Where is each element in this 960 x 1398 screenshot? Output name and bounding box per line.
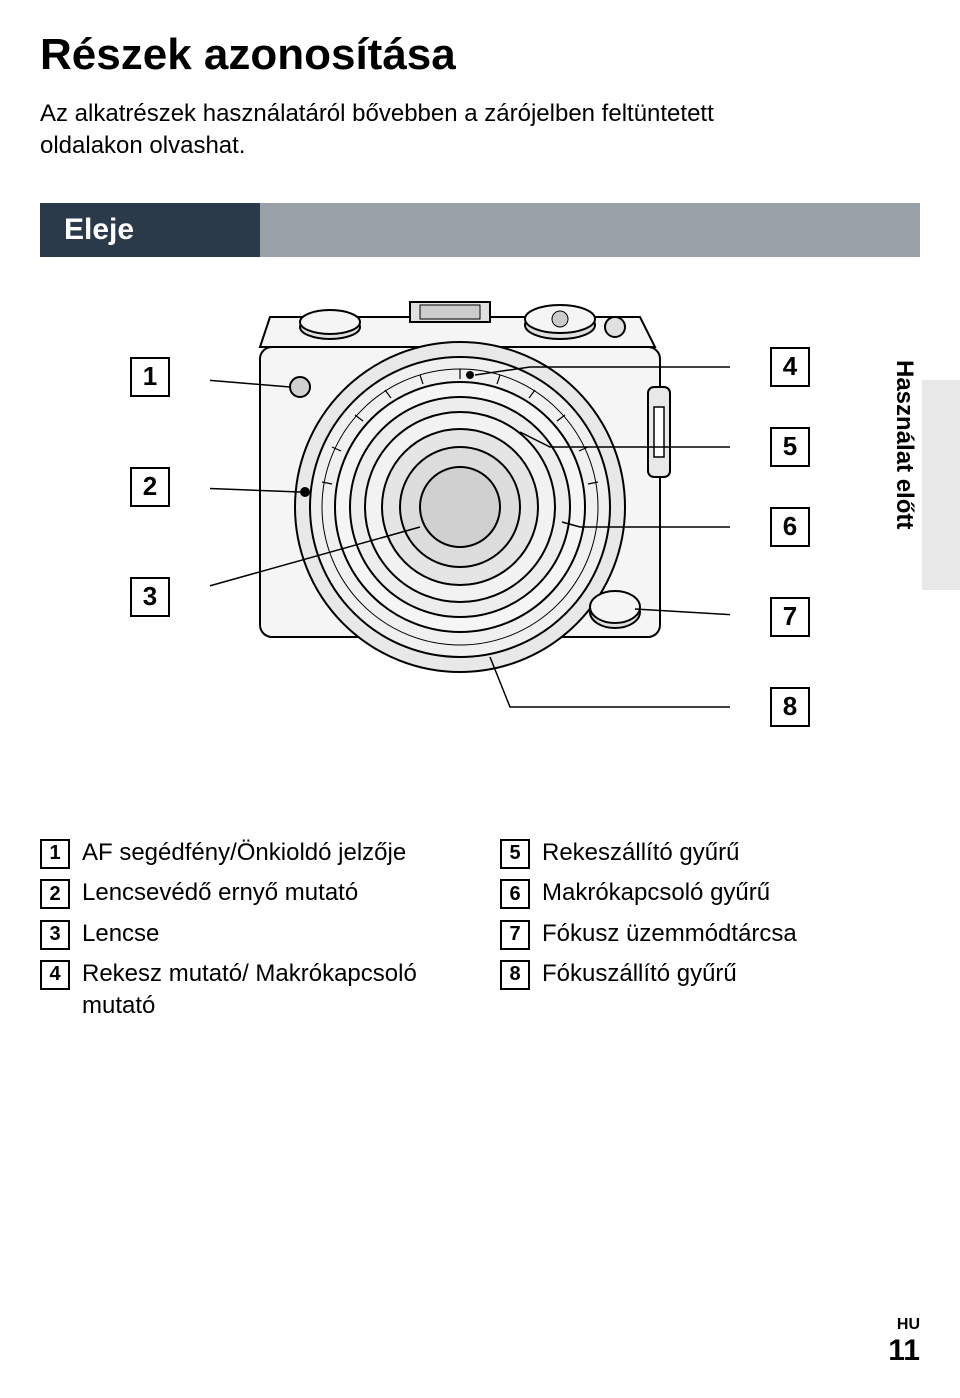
page-title: Részek azonosítása [0,0,960,98]
part-item: 7 Fókusz üzemmódtárcsa [500,918,920,950]
part-label: Makrókapcsoló gyűrű [542,877,920,909]
part-label: Rekesz mutató/ Makrókapcsoló mutató [82,958,460,1023]
part-label: Lencsevédő ernyő mutató [82,877,460,909]
intro-line1: Az alkatrészek használatáról bővebben a … [40,100,714,127]
part-label: Rekeszállító gyűrű [542,837,920,869]
part-item: 8 Fókuszállító gyűrű [500,958,920,990]
section-title: Eleje [40,203,260,257]
footer-page-number: 11 [888,1334,920,1368]
part-item: 3 Lencse [40,918,460,950]
part-label: Fókuszállító gyűrű [542,958,920,990]
parts-list: 1 AF segédfény/Önkioldó jelzője 2 Lencse… [0,797,960,1031]
intro-text: Az alkatrészek használatáról bővebben a … [0,98,960,173]
part-item: 2 Lencsevédő ernyő mutató [40,877,460,909]
callout-4: 4 [770,347,810,387]
side-tab-text: Használat előtt [890,360,918,529]
callout-1: 1 [130,357,170,397]
part-number-box: 7 [500,920,530,950]
parts-column-right: 5 Rekeszállító gyűrű 6 Makrókapcsoló gyű… [500,837,920,1031]
callout-6: 6 [770,507,810,547]
camera-illustration [210,297,730,737]
part-item: 1 AF segédfény/Önkioldó jelzője [40,837,460,869]
parts-column-left: 1 AF segédfény/Önkioldó jelzője 2 Lencse… [40,837,460,1031]
part-number-box: 8 [500,960,530,990]
part-number-box: 3 [40,920,70,950]
callout-2: 2 [130,467,170,507]
part-number-box: 4 [40,960,70,990]
part-number-box: 5 [500,839,530,869]
part-number-box: 1 [40,839,70,869]
intro-line2: oldalakon olvashat. [40,132,245,159]
part-label: Lencse [82,918,460,950]
section-header-bar [260,203,920,257]
part-label: Fókusz üzemmódtárcsa [542,918,920,950]
part-number-box: 6 [500,879,530,909]
callout-7: 7 [770,597,810,637]
part-number-box: 2 [40,879,70,909]
part-item: 6 Makrókapcsoló gyűrű [500,877,920,909]
side-tab [922,380,960,590]
part-item: 5 Rekeszállító gyűrű [500,837,920,869]
callout-3: 3 [130,577,170,617]
callout-8: 8 [770,687,810,727]
callout-5: 5 [770,427,810,467]
footer-language: HU [888,1316,920,1334]
page-footer: HU 11 [888,1316,920,1368]
section-header: Eleje [40,203,920,257]
part-item: 4 Rekesz mutató/ Makrókapcsoló mutató [40,958,460,1023]
camera-diagram: 1 2 3 4 5 6 7 8 [70,297,890,777]
part-label: AF segédfény/Önkioldó jelzője [82,837,460,869]
